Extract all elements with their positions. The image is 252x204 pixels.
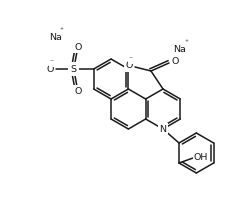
- Text: O: O: [74, 86, 81, 95]
- Text: ⁻: ⁻: [129, 54, 133, 63]
- Text: O: O: [74, 42, 81, 51]
- Text: N: N: [160, 124, 167, 133]
- Text: S: S: [71, 64, 77, 73]
- Text: O: O: [46, 64, 53, 73]
- Text: ⁻: ⁻: [50, 58, 54, 67]
- Text: ⁺: ⁺: [60, 28, 64, 34]
- Text: O: O: [171, 58, 179, 67]
- Text: Na: Na: [173, 44, 186, 53]
- Text: OH: OH: [194, 153, 208, 162]
- Text: Na: Na: [49, 32, 61, 41]
- Text: O: O: [125, 61, 133, 71]
- Text: ⁺: ⁺: [185, 40, 189, 46]
